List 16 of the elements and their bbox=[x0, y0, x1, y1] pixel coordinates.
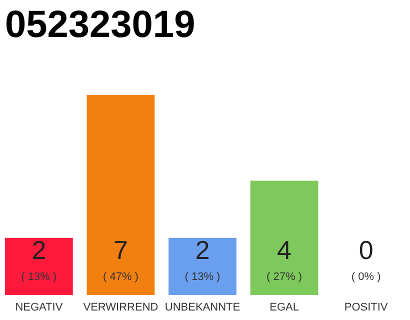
annotation: ( 13% ) bbox=[21, 271, 57, 283]
data-label: 7 bbox=[113, 235, 128, 265]
data-label: 2 bbox=[32, 235, 46, 265]
x-tick-label: EGAL bbox=[270, 302, 299, 314]
data-label: 4 bbox=[277, 235, 292, 265]
x-tick-label: VERWIRREND bbox=[83, 302, 158, 314]
x-tick-label: UNBEKANNTE bbox=[164, 302, 240, 314]
annotation: ( 27% ) bbox=[266, 271, 302, 283]
annotation: ( 13% ) bbox=[184, 271, 220, 283]
data-label: 0 bbox=[358, 235, 374, 265]
x-tick-label: POSITIV bbox=[344, 302, 388, 314]
annotation: ( 0% ) bbox=[351, 271, 381, 283]
chart-title: 052323019 bbox=[5, 4, 196, 46]
data-label: 2 bbox=[195, 235, 210, 265]
annotation: ( 47% ) bbox=[102, 271, 138, 283]
x-tick-label: NEGATIV bbox=[15, 302, 64, 314]
